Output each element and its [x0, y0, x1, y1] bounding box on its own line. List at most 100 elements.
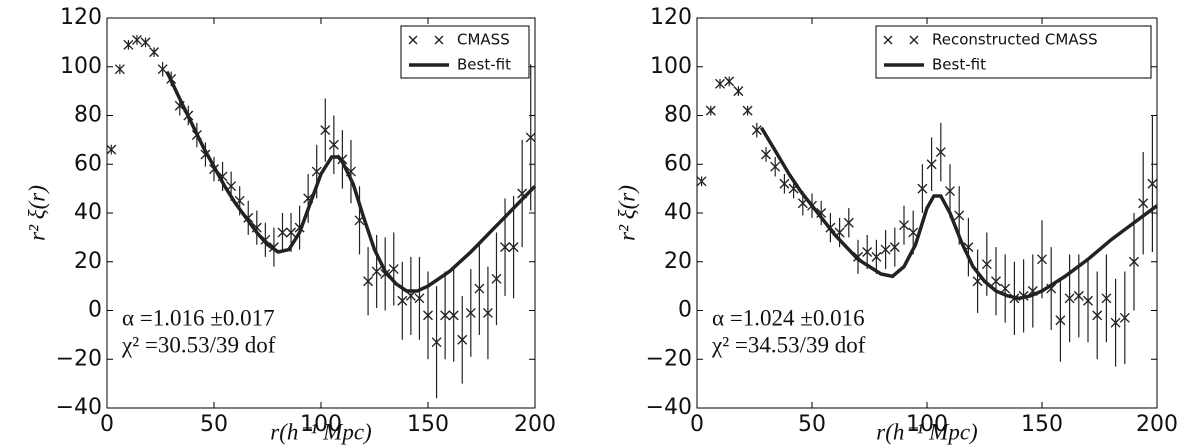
marker: [423, 310, 433, 321]
marker: [397, 295, 408, 306]
marker: [899, 220, 909, 231]
marker: [889, 242, 900, 253]
panel: 0 50 100 150 200 −40 −20 0 20 40 60 80 100 120 r(h⁻¹ M…: [614, 5, 1178, 444]
marker: [945, 186, 955, 197]
marker: [123, 39, 134, 50]
marker: [1101, 293, 1112, 304]
marker: [715, 78, 725, 89]
x-tick-label: 200: [514, 412, 556, 437]
marker: [277, 227, 288, 238]
y-tick-label: 120: [650, 5, 692, 30]
marker: [448, 310, 459, 321]
y-tick-label: 80: [664, 103, 692, 128]
marker: [733, 86, 744, 97]
marker: [525, 132, 536, 143]
marker: [320, 125, 331, 136]
marker: [491, 273, 502, 284]
y-tick-label: −20: [56, 346, 102, 371]
marker: [1064, 293, 1075, 304]
marker: [926, 159, 937, 170]
marker: [1138, 198, 1149, 209]
y-tick-label: 40: [74, 200, 102, 225]
marker: [508, 242, 519, 253]
y-tick-label: −40: [56, 395, 102, 420]
marker: [328, 139, 339, 150]
marker: [405, 290, 416, 301]
marker: [431, 337, 442, 348]
y-tick-label: 60: [664, 151, 692, 176]
plot-frame: [106, 17, 536, 409]
legend-label: CMASS: [457, 31, 510, 49]
plot-frame: [696, 17, 1158, 409]
marker: [434, 35, 444, 45]
y-tick-label: 20: [74, 249, 102, 274]
marker: [388, 264, 399, 275]
marker: [114, 64, 125, 75]
marker: [1083, 295, 1093, 306]
y-tick-label: −20: [646, 346, 692, 371]
marker: [742, 105, 753, 116]
legend-label: Best-fit: [932, 56, 986, 74]
marker: [843, 217, 854, 228]
marker: [1129, 256, 1139, 267]
best-fit-line: [759, 126, 1159, 301]
legend-frame: [400, 25, 530, 79]
marker: [149, 47, 160, 58]
panel: 0 50 100 150 200 −40 −20 0 20 40 60 80 100 120 r(h⁻¹ M…: [24, 5, 556, 444]
marker: [474, 283, 485, 294]
marker: [724, 76, 735, 87]
best-fit-line: [165, 70, 537, 293]
x-tick-label: 0: [690, 412, 704, 437]
annotation: α =1.016 ±0.017: [122, 305, 275, 330]
marker: [157, 64, 168, 75]
x-tick-label: 150: [1021, 412, 1063, 437]
y-tick-label: 20: [664, 249, 692, 274]
marker: [883, 35, 893, 45]
marker: [131, 34, 142, 45]
marker: [935, 147, 946, 158]
marker: [954, 210, 965, 221]
legend-label: Reconstructed CMASS: [932, 31, 1098, 49]
marker: [880, 244, 891, 255]
y-tick-label: 120: [60, 5, 102, 30]
x-tick-label: 150: [407, 412, 449, 437]
marker: [1092, 310, 1103, 321]
marker: [1000, 283, 1011, 294]
legend: CMASS Best-fit: [400, 25, 530, 79]
marker: [363, 276, 374, 287]
y-tick-label: 60: [74, 151, 102, 176]
marker: [991, 276, 1001, 287]
x-axis-label: r(h⁻¹ Mpc): [270, 419, 371, 444]
y-tick-label: 40: [664, 200, 692, 225]
marker: [908, 227, 919, 238]
marker: [1147, 178, 1158, 189]
marker: [286, 227, 297, 238]
y-tick-label: 80: [74, 103, 102, 128]
legend-frame: [875, 25, 1152, 79]
marker: [862, 247, 873, 257]
x-tick-label: 200: [1136, 412, 1178, 437]
marker: [751, 125, 762, 136]
marker: [440, 310, 451, 321]
marker: [981, 259, 992, 270]
marker: [696, 176, 707, 187]
marker: [1119, 312, 1130, 323]
marker: [1037, 254, 1047, 265]
marker: [909, 35, 919, 45]
marker: [140, 37, 151, 48]
y-tick-label: 100: [60, 54, 102, 79]
marker: [761, 149, 771, 160]
x-tick-label: 50: [200, 412, 228, 437]
x-tick-label: 50: [798, 412, 826, 437]
y-axis-label: r² ξ(r): [24, 185, 49, 241]
legend: Reconstructed CMASS Best-fit: [875, 25, 1152, 79]
annotation: α =1.024 ±0.016: [712, 305, 865, 330]
x-tick-label: 100: [906, 412, 948, 437]
marker: [371, 266, 382, 277]
marker: [917, 183, 928, 194]
marker: [1073, 290, 1084, 301]
marker: [414, 293, 425, 304]
marker: [106, 144, 117, 155]
legend-label: Best-fit: [457, 56, 511, 74]
